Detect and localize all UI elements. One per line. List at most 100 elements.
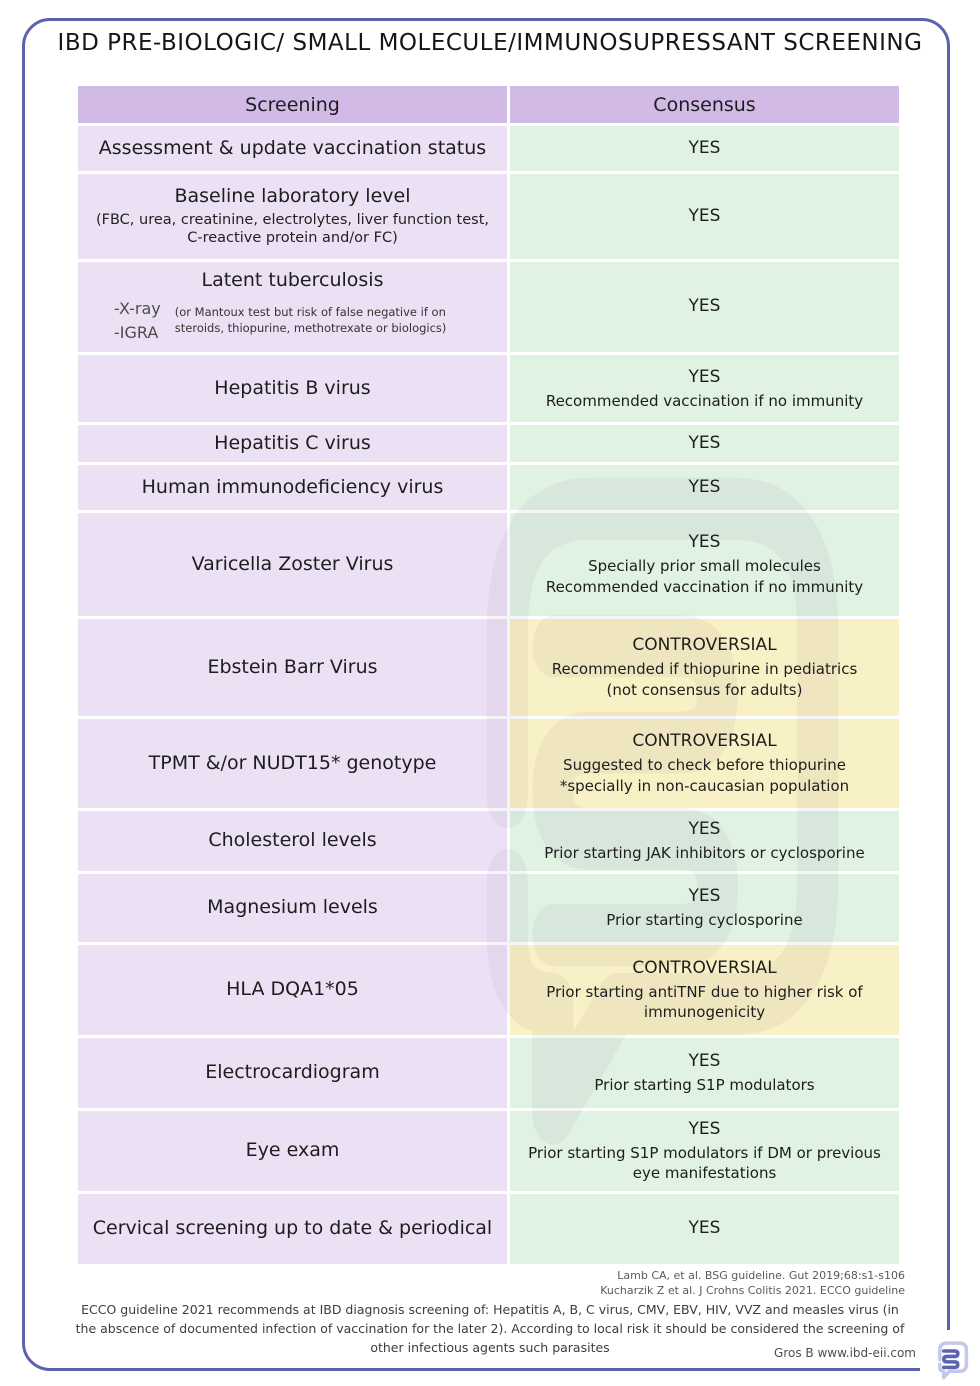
reference-line: Kucharzik Z et al. J Crohns Colitis 2021… bbox=[600, 1284, 905, 1298]
consensus-cell: YES bbox=[510, 1194, 899, 1264]
consensus-cell: YES Prior starting cyclosporine bbox=[510, 874, 899, 942]
screening-cell: Baseline laboratory level (FBC, urea, cre… bbox=[78, 174, 507, 259]
consensus-cell: YES bbox=[510, 465, 899, 510]
screening-cell: Cervical screening up to date & periodic… bbox=[78, 1194, 507, 1264]
consensus-verdict: YES bbox=[688, 296, 721, 317]
consensus-cell: CONTROVERSIAL Recommended if thiopurine i… bbox=[510, 619, 899, 716]
screening-cell: Ebstein Barr Virus bbox=[78, 619, 507, 716]
consensus-cell: CONTROVERSIAL Prior starting antiTNF due … bbox=[510, 945, 899, 1035]
screening-cell: Assessment & update vaccination status bbox=[78, 126, 507, 171]
screening-cell: Magnesium levels bbox=[78, 874, 507, 942]
consensus-detail: Prior starting S1P modulators bbox=[594, 1076, 815, 1095]
intestine-logo-icon bbox=[938, 1341, 969, 1380]
method-item: -X-ray bbox=[114, 298, 161, 318]
consensus-detail: Recommended if thiopurine in pediatrics bbox=[551, 660, 858, 679]
table-row-varicella-zoster: Varicella Zoster Virus YES Specially prior… bbox=[78, 513, 899, 616]
consensus-cell: YES bbox=[510, 174, 899, 259]
consensus-detail: Recommended vaccination if no immunity bbox=[545, 391, 864, 410]
consensus-verdict: YES bbox=[688, 886, 721, 907]
consensus-cell: YES bbox=[510, 262, 899, 352]
screening-cell: Latent tuberculosis -X-ray -IGRA (or Mantou… bbox=[78, 262, 507, 352]
screening-label: Magnesium levels bbox=[207, 896, 378, 919]
consensus-detail: *specially in non-caucasian population bbox=[559, 777, 850, 796]
table-row-cholesterol: Cholesterol levels YES Prior starting JAK … bbox=[78, 811, 899, 871]
references: Lamb CA, et al. BSG guideline. Gut 2019;… bbox=[600, 1268, 905, 1299]
screening-cell: Varicella Zoster Virus bbox=[78, 513, 507, 616]
screening-label: Electrocardiogram bbox=[205, 1061, 380, 1084]
table-row-hla-dqa1-05: HLA DQA1*05 CONTROVERSIAL Prior starting a… bbox=[78, 945, 899, 1035]
consensus-cell: YES Prior starting S1P modulators if DM o… bbox=[510, 1111, 899, 1191]
screening-label: Cervical screening up to date & periodic… bbox=[92, 1217, 493, 1240]
screening-label: Latent tuberculosis bbox=[201, 269, 384, 292]
table-row-hepatitis-b: Hepatitis B virus YES Recommended vaccinat… bbox=[78, 355, 899, 422]
author-credit: Gros B www.ibd-eii.com bbox=[774, 1346, 916, 1360]
table-row-tpmt-nudt15: TPMT &/or NUDT15* genotype CONTROVERSIAL S… bbox=[78, 719, 899, 808]
screening-label: Varicella Zoster Virus bbox=[191, 552, 394, 575]
screening-label: TPMT &/or NUDT15* genotype bbox=[148, 751, 437, 774]
consensus-detail: Prior starting JAK inhibitors or cyclosp… bbox=[544, 844, 865, 863]
header-consensus: Consensus bbox=[510, 86, 899, 123]
screening-methods: -X-ray -IGRA (or Mantoux test but risk of … bbox=[88, 297, 497, 345]
screening-cell: Human immunodeficiency virus bbox=[78, 465, 507, 510]
consensus-verdict: YES bbox=[688, 819, 721, 840]
screening-label: Eye exam bbox=[245, 1139, 340, 1162]
screening-cell: Eye exam bbox=[78, 1111, 507, 1191]
consensus-verdict: YES bbox=[688, 137, 721, 158]
consensus-cell: YES Specially prior small molecules Recomm… bbox=[510, 513, 899, 616]
consensus-verdict: CONTROVERSIAL bbox=[632, 731, 777, 752]
consensus-verdict: YES bbox=[688, 476, 721, 497]
screening-label: Assessment & update vaccination status bbox=[98, 136, 487, 159]
screening-label: Baseline laboratory level bbox=[174, 184, 411, 207]
consensus-verdict: CONTROVERSIAL bbox=[632, 635, 777, 656]
table-row-assessment-vaccination: Assessment & update vaccination status YE… bbox=[78, 126, 899, 171]
consensus-cell: YES Recommended vaccination if no immunit… bbox=[510, 355, 899, 422]
screening-cell: TPMT &/or NUDT15* genotype bbox=[78, 719, 507, 808]
screening-label: Human immunodeficiency virus bbox=[141, 475, 444, 498]
consensus-cell: YES Prior starting JAK inhibitors or cycl… bbox=[510, 811, 899, 871]
method-list: -X-ray -IGRA bbox=[88, 297, 161, 345]
table-row-latent-tuberculosis: Latent tuberculosis -X-ray -IGRA (or Mantou… bbox=[78, 262, 899, 352]
consensus-cell: YES Prior starting S1P modulators bbox=[510, 1038, 899, 1108]
screening-label: HLA DQA1*05 bbox=[226, 978, 359, 1001]
consensus-cell: YES bbox=[510, 425, 899, 462]
reference-line: Lamb CA, et al. BSG guideline. Gut 2019;… bbox=[617, 1269, 905, 1282]
table-row-hiv: Human immunodeficiency virus YES bbox=[78, 465, 899, 510]
header-screening: Screening bbox=[78, 86, 507, 123]
table-body: Assessment & update vaccination status YE… bbox=[78, 126, 899, 1264]
screening-cell: Hepatitis C virus bbox=[78, 425, 507, 462]
table-row-ebstein-barr: Ebstein Barr Virus CONTROVERSIAL Recommend… bbox=[78, 619, 899, 716]
consensus-verdict: CONTROVERSIAL bbox=[632, 958, 777, 979]
consensus-verdict: YES bbox=[688, 1051, 721, 1072]
consensus-detail: Specially prior small molecules bbox=[588, 557, 821, 576]
method-note: (or Mantoux test but risk of false negat… bbox=[174, 305, 447, 335]
consensus-verdict: YES bbox=[688, 205, 721, 226]
screening-cell: HLA DQA1*05 bbox=[78, 945, 507, 1035]
table-row-electrocardiogram: Electrocardiogram YES Prior starting S1P m… bbox=[78, 1038, 899, 1108]
screening-label: Hepatitis C virus bbox=[214, 431, 371, 454]
table-row-baseline-labs: Baseline laboratory level (FBC, urea, cre… bbox=[78, 174, 899, 259]
table-row-eye-exam: Eye exam YES Prior starting S1P modulators… bbox=[78, 1111, 899, 1191]
consensus-verdict: YES bbox=[688, 532, 721, 553]
screening-cell: Hepatitis B virus bbox=[78, 355, 507, 422]
screening-label: Cholesterol levels bbox=[208, 829, 377, 852]
table-header-row: Screening Consensus bbox=[78, 86, 899, 123]
screening-label: Ebstein Barr Virus bbox=[207, 655, 378, 678]
consensus-detail: Prior starting S1P modulators if DM or p… bbox=[528, 1144, 881, 1183]
consensus-cell: CONTROVERSIAL Suggested to check before t… bbox=[510, 719, 899, 808]
consensus-verdict: YES bbox=[688, 1218, 721, 1239]
consensus-verdict: YES bbox=[688, 1119, 721, 1140]
site-logo bbox=[920, 1330, 980, 1386]
table-row-magnesium: Magnesium levels YES Prior starting cyclos… bbox=[78, 874, 899, 942]
consensus-detail: Recommended vaccination if no immunity bbox=[545, 578, 864, 597]
consensus-detail: (not consensus for adults) bbox=[606, 681, 803, 700]
consensus-verdict: YES bbox=[688, 432, 721, 453]
screening-cell: Electrocardiogram bbox=[78, 1038, 507, 1108]
consensus-detail: Prior starting antiTNF due to higher ris… bbox=[546, 983, 863, 1022]
screening-label: Hepatitis B virus bbox=[214, 376, 371, 399]
consensus-verdict: YES bbox=[688, 366, 721, 387]
ecco-footnote: ECCO guideline 2021 recommends at IBD di… bbox=[75, 1302, 905, 1355]
consensus-cell: YES bbox=[510, 126, 899, 171]
consensus-detail: Suggested to check before thiopurine bbox=[563, 756, 846, 775]
screening-table: Screening Consensus Assessment & update … bbox=[78, 86, 899, 1267]
